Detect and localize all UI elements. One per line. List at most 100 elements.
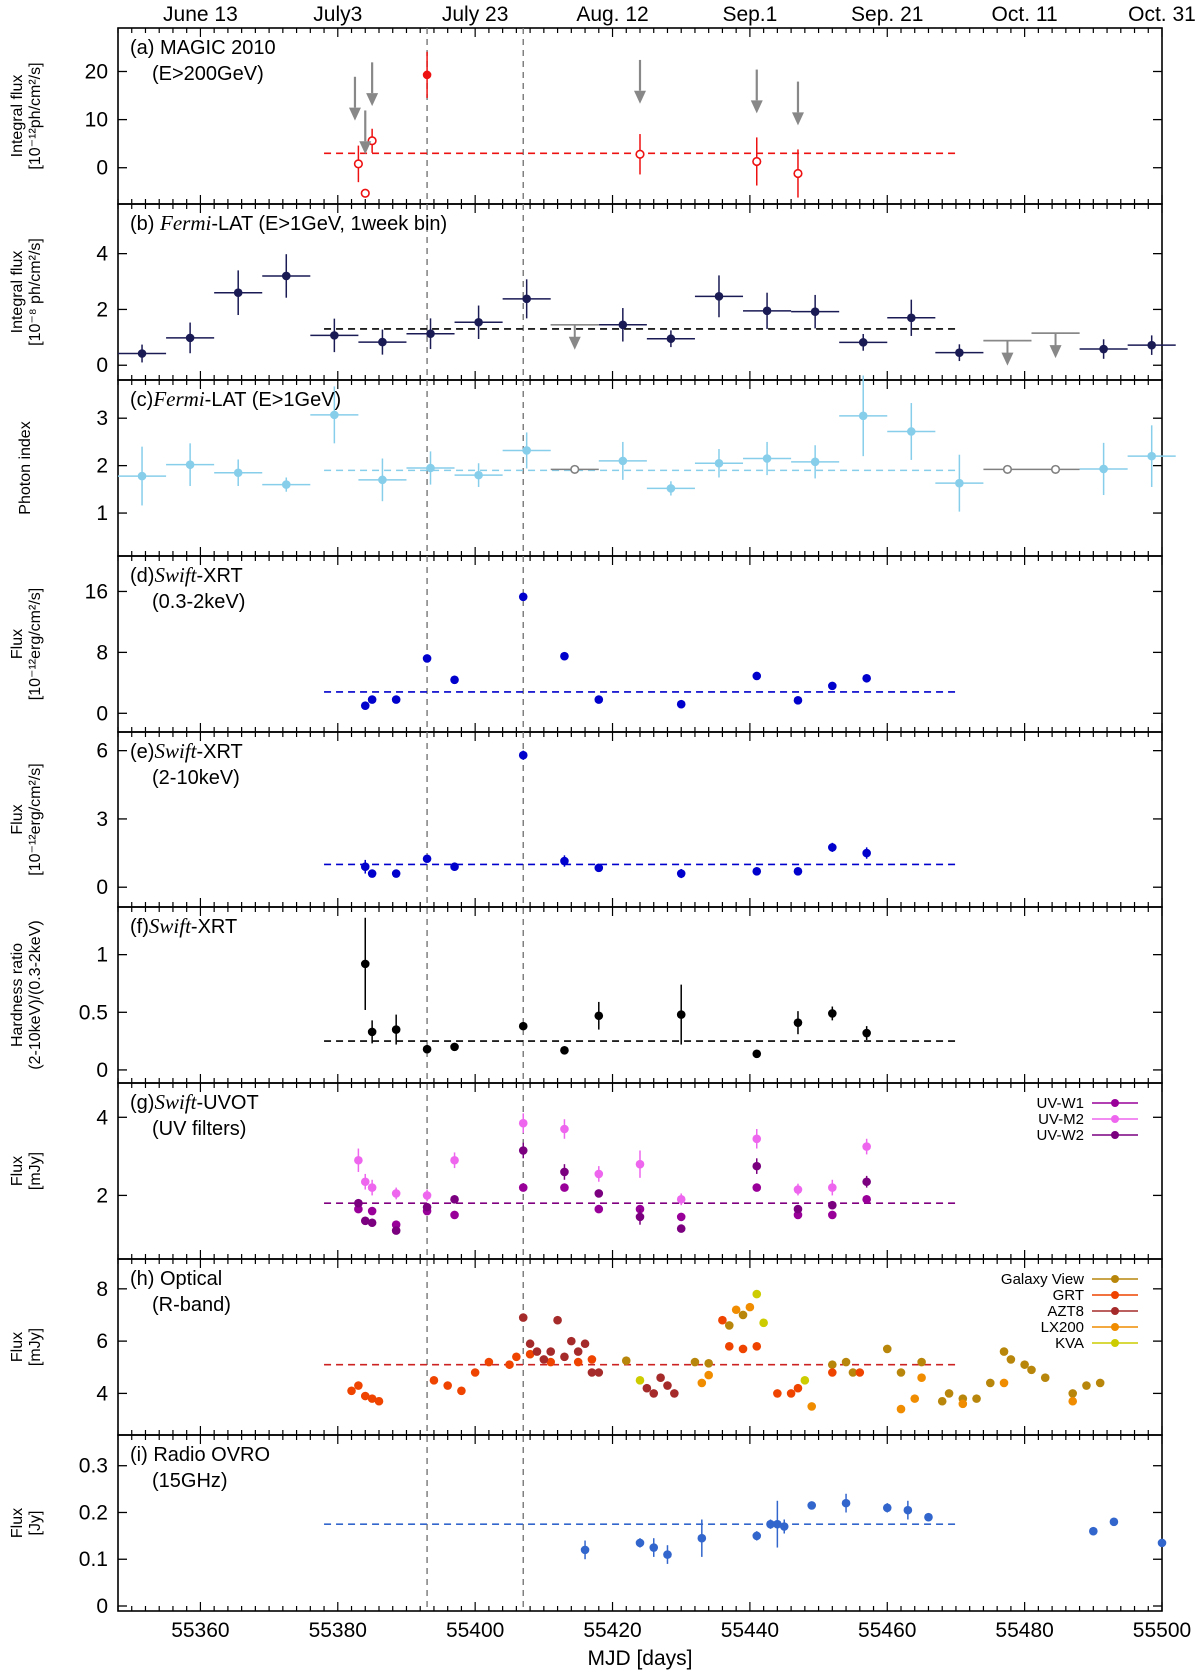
panel-a — [324, 51, 956, 198]
data-point — [360, 1216, 370, 1226]
data-point — [367, 1206, 377, 1216]
data-point — [752, 1161, 762, 1171]
y-tick-label: 10 — [85, 109, 108, 132]
y-axis-label: Photon index — [17, 421, 34, 514]
data-point — [367, 695, 377, 704]
panel-subtitle-d: (0.3-2keV) — [152, 591, 245, 613]
data-point — [281, 271, 291, 281]
data-point — [367, 1218, 377, 1228]
y-tick-label: 2 — [96, 298, 108, 321]
data-point — [841, 1357, 851, 1367]
panel-e — [324, 750, 956, 879]
panel-i — [324, 1493, 1167, 1564]
legend-label: LX200 — [1041, 1319, 1084, 1336]
data-point — [422, 854, 432, 864]
panel-title-c: (c)Fermi-LAT (E>1GeV) — [130, 387, 341, 411]
data-point — [663, 1381, 672, 1390]
data-point — [752, 1183, 762, 1192]
data-point — [635, 1159, 645, 1169]
panel-h — [324, 1289, 1105, 1414]
data-point — [450, 1155, 459, 1165]
panel-frame-e — [117, 731, 1163, 908]
data-point — [903, 1505, 913, 1515]
data-point-open — [635, 149, 645, 159]
data-point — [347, 1386, 356, 1396]
data-point — [374, 1396, 384, 1406]
y-axis-label: Hardness ratio — [9, 943, 26, 1047]
date-tick-label: Oct. 11 — [992, 3, 1058, 26]
y-tick-label: 0 — [96, 702, 108, 725]
data-point — [1147, 451, 1156, 461]
y-tick-label: 8 — [96, 1278, 108, 1301]
data-point — [1099, 464, 1108, 474]
data-point — [635, 1212, 645, 1222]
data-point — [828, 1183, 837, 1192]
data-point — [828, 1009, 837, 1018]
y-axis-label: Integral flux — [9, 75, 26, 158]
panel-title-f: (f)Swift-XRT — [130, 914, 237, 938]
y-tick-label: 3 — [96, 808, 108, 831]
data-point — [185, 460, 195, 469]
y-axis-unit: [10⁻¹²ph/cm²/s] — [27, 62, 44, 169]
legend-label: UV-W1 — [1036, 1095, 1084, 1112]
data-point — [567, 1336, 576, 1346]
data-point — [422, 1044, 432, 1054]
data-point — [532, 1347, 542, 1356]
panel-g — [324, 1113, 956, 1235]
data-point — [917, 1373, 926, 1383]
data-point — [1027, 1365, 1036, 1375]
series-hardness — [360, 917, 871, 1059]
data-point-open — [1002, 464, 1013, 475]
data-point — [752, 1049, 762, 1059]
data-point — [718, 1315, 727, 1325]
data-point — [1006, 1355, 1016, 1364]
legend-marker — [1111, 1131, 1119, 1139]
data-point — [330, 410, 339, 420]
data-point — [714, 292, 724, 301]
panel-subtitle-a: (E>200GeV) — [152, 63, 264, 85]
data-point — [560, 1167, 569, 1177]
x-tick-label: 55480 — [995, 1619, 1053, 1642]
upper-limit-arrow-icon — [750, 100, 763, 114]
data-point — [738, 1310, 748, 1320]
data-point — [1095, 1378, 1105, 1388]
data-point — [573, 1347, 583, 1356]
data-point — [1109, 1517, 1119, 1527]
data-point — [587, 1368, 597, 1377]
data-point — [666, 484, 676, 493]
data-point — [360, 701, 370, 710]
series-fermi-lat-flux — [118, 254, 1176, 363]
data-point — [360, 959, 370, 969]
data-point — [422, 1202, 432, 1212]
data-point — [474, 317, 483, 327]
date-tick-label: Sep.1 — [722, 3, 777, 26]
data-point — [810, 307, 820, 316]
data-point — [828, 843, 837, 852]
data-point — [594, 1204, 604, 1214]
data-point — [752, 1342, 762, 1351]
data-point — [907, 427, 916, 436]
data-point — [773, 1519, 782, 1529]
data-point — [828, 1368, 837, 1377]
data-point — [450, 675, 459, 685]
data-point — [594, 1011, 604, 1021]
data-point-open — [793, 168, 803, 179]
data-point — [793, 1018, 803, 1027]
data-point — [391, 1025, 401, 1034]
y-axis-label: Flux — [9, 1156, 26, 1186]
y-tick-label: 3 — [96, 407, 108, 430]
upper-limit-arrow-icon — [791, 112, 804, 126]
panel-subtitle-e: (2-10keV) — [152, 767, 240, 789]
data-point — [697, 1378, 707, 1388]
upper-limit-arrow-icon — [1049, 345, 1062, 359]
data-point — [378, 475, 387, 485]
data-point — [518, 1021, 528, 1031]
data-point — [858, 338, 868, 347]
data-point — [862, 1177, 871, 1187]
y-tick-label: 0.5 — [79, 1001, 108, 1024]
panel-c — [118, 375, 1176, 512]
data-point — [862, 1142, 871, 1151]
data-point — [367, 1027, 377, 1037]
data-point-open — [360, 188, 370, 198]
